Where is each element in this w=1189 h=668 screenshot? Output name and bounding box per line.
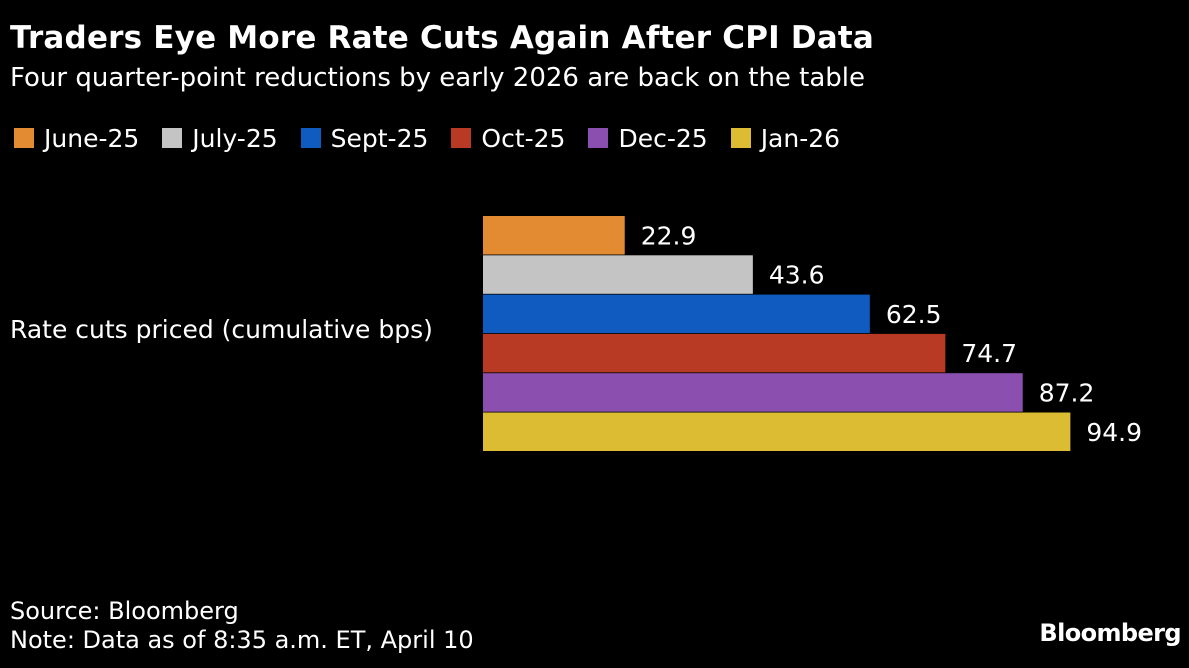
bar-dec-25 — [483, 373, 1023, 412]
category-label: Rate cuts priced (cumulative bps) — [10, 315, 433, 344]
bar-jan-26 — [483, 412, 1071, 451]
chart-title: Traders Eye More Rate Cuts Again After C… — [10, 20, 875, 56]
chart-legend: June-25 July-25 Sept-25 Oct-25 Dec-25 Jan-26 — [14, 122, 863, 154]
legend-item: Oct-25 — [451, 124, 565, 153]
data-label: 94.9 — [1086, 418, 1142, 447]
legend-swatch — [162, 128, 183, 148]
legend-label: June-25 — [44, 123, 140, 153]
data-label: 74.7 — [961, 339, 1017, 368]
legend-swatch — [588, 128, 609, 148]
legend-label: Dec-25 — [618, 123, 708, 153]
data-label: 62.5 — [886, 300, 942, 329]
legend-swatch — [14, 128, 34, 148]
legend-swatch — [451, 128, 472, 148]
source-note: Source: Bloomberg — [10, 597, 239, 625]
legend-item: Dec-25 — [588, 123, 708, 153]
data-label: 22.9 — [641, 221, 697, 250]
legend-label: July-25 — [192, 123, 278, 153]
bloomberg-logo: Bloomberg — [1039, 619, 1181, 647]
legend-item: June-25 — [14, 124, 139, 153]
bar-sept-25 — [483, 294, 870, 334]
data-note: Note: Data as of 8:35 a.m. ET, April 10 — [10, 626, 474, 654]
data-label: 43.6 — [769, 261, 825, 290]
bar-july-25 — [483, 255, 753, 294]
legend-swatch — [300, 128, 321, 148]
bar-oct-25 — [483, 333, 946, 373]
legend-label: Oct-25 — [481, 123, 566, 153]
legend-item: July-25 — [162, 123, 278, 153]
bar-june-25 — [483, 216, 625, 255]
legend-item: Jan-26 — [730, 123, 841, 153]
data-label: 87.2 — [1039, 378, 1095, 407]
chart-subtitle: Four quarter-point reductions by early 2… — [10, 63, 866, 93]
legend-swatch — [730, 128, 751, 148]
legend-label: Jan-26 — [760, 123, 841, 153]
legend-item: Sept-25 — [300, 123, 429, 153]
legend-label: Sept-25 — [330, 123, 429, 153]
